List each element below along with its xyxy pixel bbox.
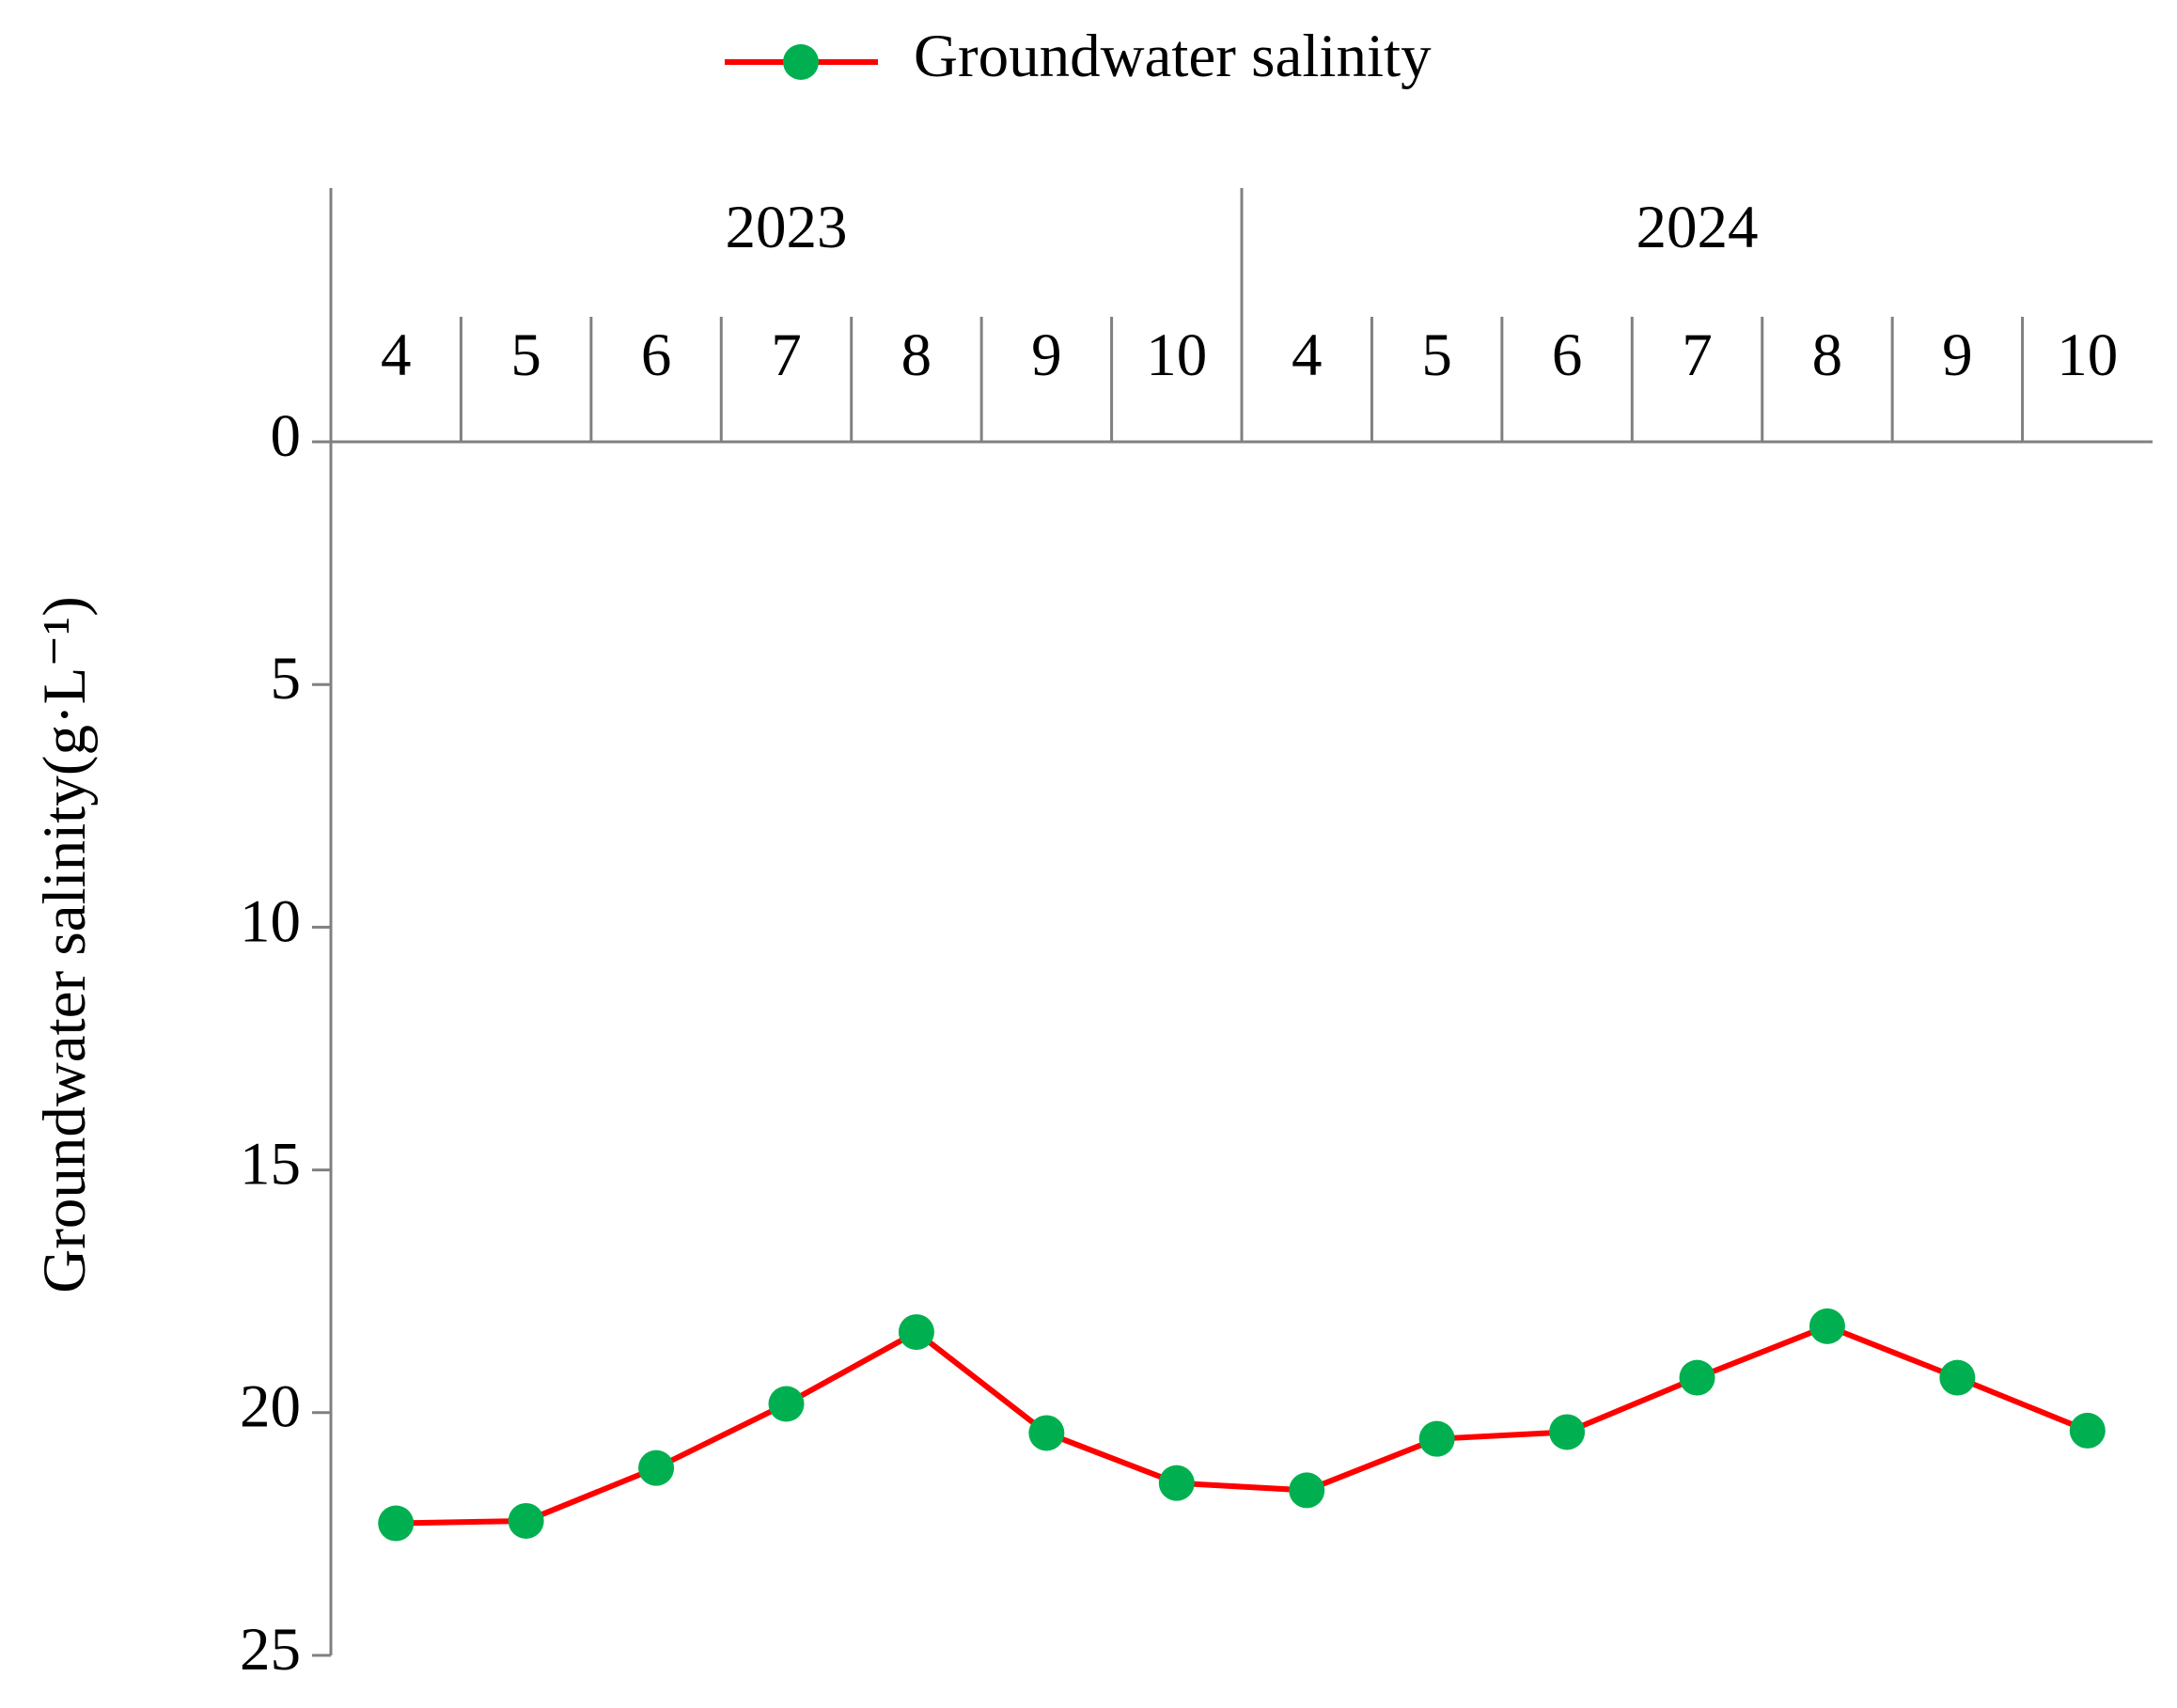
point <box>1418 1420 1455 1457</box>
point <box>2069 1412 2106 1449</box>
x-tick-label: 7 <box>1682 321 1713 389</box>
point <box>1028 1415 1065 1451</box>
point <box>1289 1472 1325 1509</box>
y-tick-label: 0 <box>271 402 302 470</box>
x-tick-label: 4 <box>381 321 412 389</box>
point <box>1549 1414 1586 1450</box>
y-axis-label: Groundwater salinity(g·L⁻¹) <box>31 596 99 1293</box>
x-tick-label: 5 <box>510 321 541 389</box>
x-tick-label: 8 <box>1812 321 1843 389</box>
y-tick-label: 15 <box>240 1131 301 1199</box>
point <box>508 1502 544 1539</box>
x-tick-label: 9 <box>1031 321 1062 389</box>
x-tick-label: 6 <box>1552 321 1583 389</box>
x-tick-label: 10 <box>1146 321 1207 389</box>
y-tick-label: 20 <box>240 1373 301 1441</box>
x-tick-label: 5 <box>1421 321 1452 389</box>
point <box>638 1449 675 1486</box>
point <box>1809 1308 1845 1344</box>
y-tick-label: 5 <box>271 645 302 713</box>
x-group-label: 2023 <box>726 194 848 261</box>
legend-label: Groundwater salinity <box>914 23 1432 90</box>
x-tick-label: 9 <box>1942 321 1973 389</box>
point <box>1158 1465 1195 1501</box>
x-tick-label: 7 <box>771 321 802 389</box>
x-tick-label: 8 <box>901 321 932 389</box>
x-group-label: 2024 <box>1637 194 1759 261</box>
point <box>1679 1359 1715 1396</box>
point <box>898 1314 934 1351</box>
x-tick-label: 10 <box>2057 321 2118 389</box>
x-tick-label: 4 <box>1292 321 1323 389</box>
y-tick-label: 25 <box>240 1616 301 1684</box>
legend-marker <box>783 44 819 80</box>
y-tick-label: 10 <box>240 887 301 955</box>
x-tick-label: 6 <box>641 321 672 389</box>
point <box>1939 1359 1976 1396</box>
point <box>378 1505 415 1542</box>
series-line <box>396 1323 2089 1527</box>
point <box>768 1386 805 1422</box>
